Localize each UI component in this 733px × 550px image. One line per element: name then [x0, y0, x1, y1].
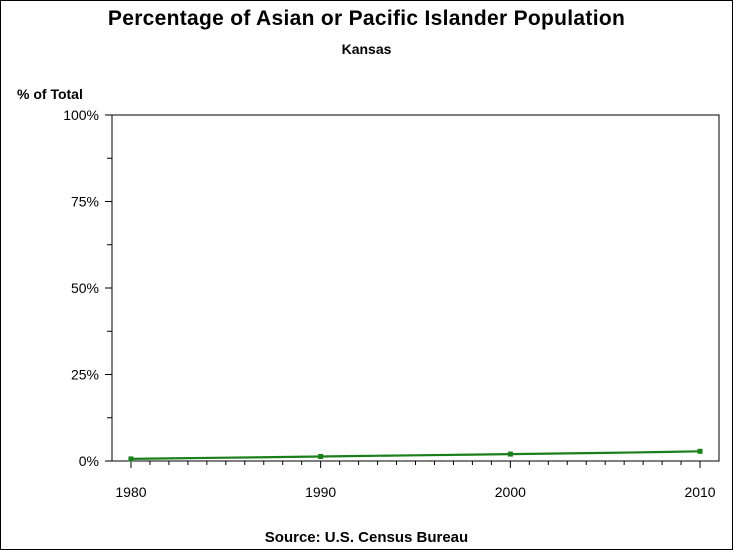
- chart-title: Percentage of Asian or Pacific Islander …: [107, 7, 626, 30]
- series-group: [128, 448, 703, 462]
- chart-subtitle: Kansas: [341, 41, 392, 57]
- data-point: [318, 454, 324, 460]
- y-tick-label: 0%: [79, 453, 99, 469]
- y-tick-label: 100%: [63, 107, 99, 123]
- x-axis: 1980 1990 2000 2010: [115, 461, 716, 500]
- x-tick-label: 2010: [684, 484, 715, 500]
- y-axis: 0% 25% 50% 75% 100%: [63, 107, 112, 469]
- data-point: [507, 451, 513, 457]
- y-tick-label: 25%: [71, 367, 99, 383]
- x-tick-label: 2000: [495, 484, 526, 500]
- y-axis-label: % of Total: [17, 86, 83, 102]
- x-tick-label: 1990: [305, 484, 336, 500]
- x-tick-label: 1980: [115, 484, 146, 500]
- data-point: [128, 456, 134, 462]
- y-tick-label: 75%: [71, 194, 99, 210]
- y-tick-label: 50%: [71, 280, 99, 296]
- series-line: [130, 450, 701, 460]
- source-note: Source: U.S. Census Bureau: [264, 529, 469, 546]
- data-point: [697, 448, 703, 454]
- plot-border: [111, 114, 720, 462]
